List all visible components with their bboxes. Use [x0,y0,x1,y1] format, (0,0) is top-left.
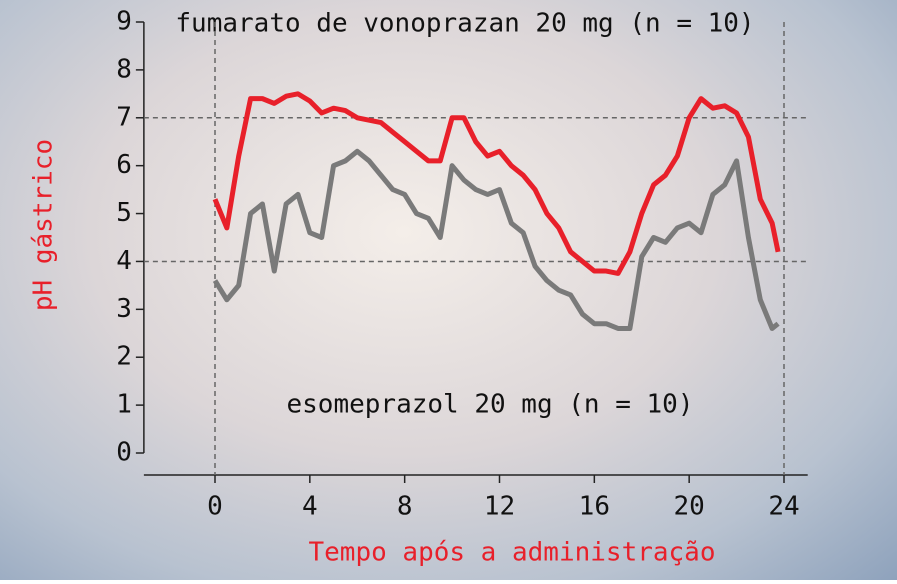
y-tick-label: 7 [116,102,132,132]
x-tick-label: 16 [579,492,610,522]
x-tick-label: 4 [302,492,318,522]
page: fumarato de vonoprazan 20 mg (n = 10) es… [0,0,897,580]
y-tick-label: 1 [116,390,132,420]
x-tick-label: 0 [207,492,223,522]
y-tick-label: 0 [116,438,132,468]
y-tick-label: 9 [116,7,132,37]
x-tick-label: 24 [768,492,799,522]
x-axis-label: Tempo após a administração [309,538,716,568]
chart-title: fumarato de vonoprazan 20 mg (n = 10) [175,9,754,39]
x-tick-label: 20 [674,492,705,522]
y-tick-label: 2 [116,342,132,372]
chart: fumarato de vonoprazan 20 mg (n = 10) es… [0,0,897,580]
y-axis-label: pH gástrico [29,139,59,311]
data-line [215,151,778,328]
y-tick-label: 4 [116,246,132,276]
x-tick-label: 8 [397,492,413,522]
y-tick-label: 5 [116,198,132,228]
y-tick-label: 8 [116,54,132,84]
annotation: esomeprazol 20 mg (n = 10) [287,390,694,420]
y-tick-label: 3 [116,294,132,324]
data-line [215,94,778,274]
y-tick-label: 6 [116,150,132,180]
x-tick-label: 12 [484,492,515,522]
